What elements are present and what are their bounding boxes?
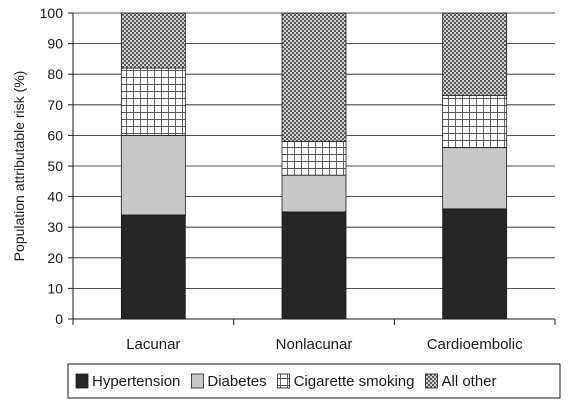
bar-segment-all-other: [442, 12, 508, 97]
bar-segment-cigarette-smoking: [442, 95, 508, 149]
bar-segment-diabetes: [442, 147, 508, 210]
y-tick-label: 0: [55, 311, 63, 327]
y-tick-label: 90: [47, 36, 63, 52]
x-category-label: Cardioembolic: [427, 336, 523, 353]
y-tick-label: 60: [47, 127, 63, 143]
legend-label-cigarette-smoking: Cigarette smoking: [294, 373, 415, 390]
legend-label-hypertension: Hypertension: [92, 373, 180, 390]
bar-segment-diabetes: [120, 134, 186, 216]
legend-label-diabetes: Diabetes: [207, 373, 266, 390]
y-tick-label: 80: [47, 66, 63, 82]
y-axis-label: Population attributable risk (%): [11, 71, 27, 262]
bar-segment-hypertension: [281, 211, 347, 320]
bar-segment-cigarette-smoking: [120, 67, 186, 136]
bar-segment-cigarette-smoking: [281, 141, 347, 176]
y-tick-labels: 0 10 20 30 40 50 60 70 80 90 100: [40, 5, 73, 327]
legend-swatch-cigarette-smoking: [277, 373, 290, 389]
x-category-labels: Lacunar Nonlacunar Cardioembolic: [126, 336, 523, 353]
y-tick-label: 50: [47, 158, 63, 174]
y-tick-label: 70: [47, 97, 63, 113]
bars: [120, 12, 508, 320]
legend-label-all-other: All other: [441, 373, 496, 390]
y-tick-label: 40: [47, 189, 63, 205]
x-category-label: Nonlacunar: [276, 336, 353, 353]
legend-swatch-diabetes: [190, 373, 204, 389]
bar-segment-all-other: [120, 12, 186, 69]
bar-segment-diabetes: [281, 174, 347, 213]
y-tick-label: 20: [47, 250, 63, 266]
legend: Hypertension Diabetes Cigarette smoking All…: [67, 363, 561, 399]
y-tick-label: 30: [47, 219, 63, 235]
legend-swatch-all-other: [425, 373, 438, 389]
bar-segment-hypertension: [442, 208, 508, 320]
legend-box: [67, 363, 561, 399]
y-tick-label: 10: [47, 280, 63, 296]
x-category-label: Lacunar: [126, 336, 180, 353]
bar-segment-all-other: [281, 12, 347, 142]
y-tick-label: 100: [40, 5, 64, 21]
bar-segment-hypertension: [120, 214, 186, 320]
legend-swatch-hypertension: [75, 373, 89, 389]
